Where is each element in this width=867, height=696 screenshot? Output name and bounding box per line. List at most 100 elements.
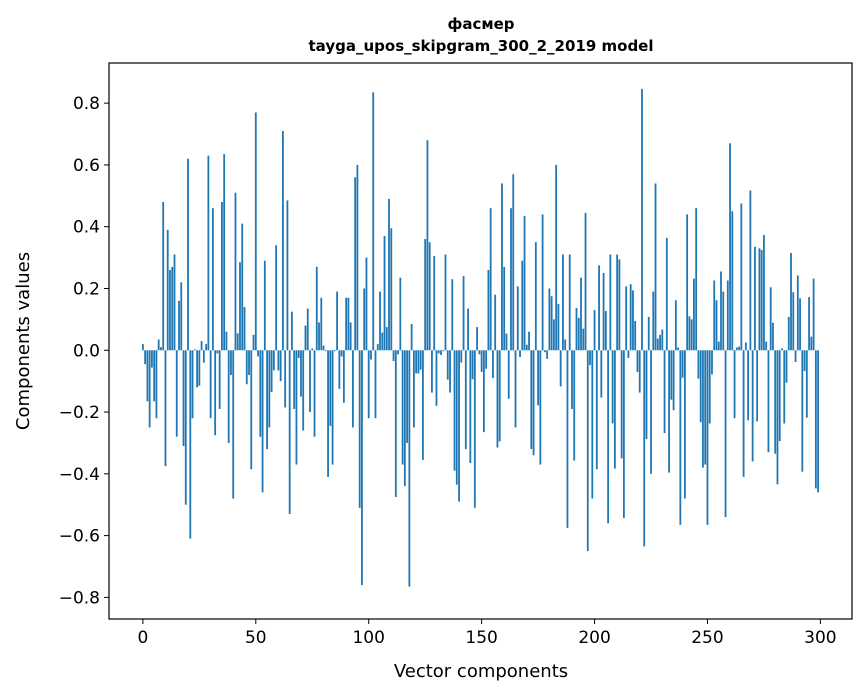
bar-195 (582, 328, 585, 351)
bar-179 (546, 350, 549, 359)
bar-86 (336, 291, 338, 351)
bar-152 (485, 350, 488, 369)
bar-233 (668, 350, 670, 473)
bar-46 (245, 350, 248, 385)
bar-14 (173, 254, 176, 351)
bar-220 (638, 350, 641, 393)
bar-197 (586, 350, 589, 552)
x-tick-label: 150 (465, 628, 497, 648)
bar-280 (774, 350, 777, 454)
bar-239 (681, 350, 684, 378)
y-tick-label: 0.2 (73, 279, 100, 299)
bar-19 (184, 350, 187, 505)
bar-265 (740, 203, 743, 351)
bar-253 (713, 280, 716, 351)
bar-136 (449, 350, 451, 393)
bar-264 (738, 346, 740, 351)
y-tick-label: −0.4 (59, 465, 100, 485)
bar-12 (169, 269, 171, 351)
bar-250 (706, 350, 709, 525)
bar-22 (191, 350, 194, 419)
bar-93 (351, 350, 354, 428)
bar-45 (243, 307, 246, 351)
bar-63 (284, 350, 287, 408)
bar-215 (627, 350, 630, 358)
bar-36 (223, 154, 226, 351)
bar-235 (672, 350, 675, 411)
bar-59 (275, 245, 278, 351)
bar-131 (437, 350, 440, 354)
bar-218 (634, 320, 637, 351)
x-tick-label: 100 (352, 628, 384, 648)
bar-88 (340, 350, 343, 357)
bar-172 (530, 350, 533, 450)
bar-160 (503, 266, 506, 351)
bar-92 (349, 322, 352, 351)
bar-51 (257, 350, 259, 357)
y-tick-label: −0.8 (59, 588, 100, 608)
bar-257 (722, 291, 725, 351)
bar-192 (575, 307, 578, 351)
bar-230 (661, 329, 664, 351)
bar-293 (803, 350, 806, 371)
bar-166 (516, 286, 519, 351)
bar-137 (451, 279, 454, 351)
bar-158 (498, 350, 501, 442)
bar-271 (753, 246, 756, 351)
bar-177 (541, 214, 544, 351)
bar-153 (487, 269, 490, 351)
bar-217 (632, 290, 634, 351)
bar-246 (697, 350, 700, 379)
x-tick-label: 200 (578, 628, 610, 648)
bar-38 (227, 350, 230, 443)
bar-208 (611, 350, 614, 424)
bars-group (141, 88, 820, 587)
bar-241 (686, 214, 689, 351)
bar-234 (670, 350, 673, 400)
bar-170 (525, 344, 528, 351)
bar-89 (342, 350, 345, 403)
bar-211 (618, 259, 621, 351)
bar-39 (230, 350, 232, 375)
bar-50 (254, 112, 257, 351)
bar-182 (552, 319, 555, 351)
bar-8 (160, 347, 162, 351)
bar-296 (810, 336, 813, 351)
bar-130 (435, 350, 438, 406)
bar-32 (214, 350, 217, 436)
bar-161 (505, 333, 508, 351)
bar-56 (268, 350, 271, 428)
bar-156 (494, 294, 497, 351)
bar-270 (751, 350, 754, 462)
chart-subtitle: tayga_upos_skipgram_300_2_2019 model (309, 37, 654, 55)
bar-243 (690, 319, 693, 351)
bar-76 (313, 350, 316, 437)
bar-78 (318, 322, 320, 351)
bar-103 (374, 350, 377, 419)
bar-1 (144, 350, 147, 365)
bar-96 (358, 350, 361, 508)
bar-249 (704, 350, 707, 465)
bar-80 (322, 345, 325, 351)
bar-41 (234, 192, 237, 351)
bar-72 (304, 325, 307, 351)
bar-244 (693, 278, 695, 351)
bar-221 (641, 88, 643, 351)
bar-29 (207, 155, 210, 351)
y-axis-label: Components values (13, 252, 34, 430)
bar-107 (383, 235, 386, 351)
bar-9 (162, 202, 165, 351)
bar-285 (785, 350, 788, 383)
bar-219 (636, 350, 639, 372)
bar-54 (263, 260, 266, 351)
bar-175 (537, 350, 539, 406)
bar-276 (765, 341, 768, 351)
bar-20 (187, 158, 189, 351)
bar-286 (787, 316, 790, 351)
bar-262 (733, 350, 736, 419)
bar-283 (781, 348, 783, 351)
bar-248 (702, 350, 704, 468)
bar-224 (647, 316, 650, 351)
bar-138 (453, 350, 456, 471)
bar-263 (735, 347, 738, 351)
